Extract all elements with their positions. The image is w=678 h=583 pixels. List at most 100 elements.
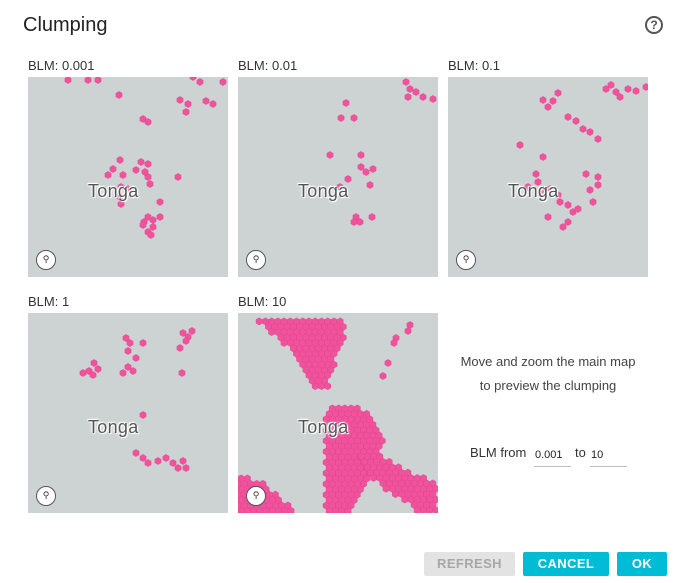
- planning-unit-hex: [268, 328, 275, 337]
- planning-unit-hex: [544, 213, 552, 221]
- planning-unit-hex: [594, 135, 602, 143]
- planning-unit-hex: [544, 103, 552, 111]
- planning-unit-hex: [368, 213, 376, 221]
- planning-unit-hex: [156, 198, 164, 206]
- planning-unit-hex: [79, 369, 87, 377]
- planning-unit-hex: [534, 178, 542, 186]
- planning-unit-hex: [182, 337, 190, 345]
- planning-unit-hex: [582, 170, 590, 178]
- planning-unit-hex: [311, 382, 319, 391]
- planning-unit-hex: [404, 327, 412, 335]
- planning-unit-hex: [154, 457, 162, 465]
- planning-unit-hex: [549, 97, 557, 105]
- planning-unit-hex: [554, 191, 562, 199]
- planning-unit-hex: [139, 115, 147, 123]
- planning-unit-hex: [579, 125, 587, 133]
- planning-unit-hex: [564, 218, 572, 226]
- planning-unit-hex: [524, 183, 532, 191]
- planning-unit-hex: [404, 93, 412, 101]
- blm-to-label: to: [575, 445, 586, 460]
- planning-unit-hex: [556, 198, 564, 206]
- planning-unit-hex: [539, 153, 547, 161]
- planning-units-layer: [79, 327, 196, 472]
- map-attribution-icon[interactable]: ⚲: [456, 250, 476, 270]
- planning-unit-hex: [179, 329, 187, 337]
- planning-unit-hex: [89, 371, 97, 379]
- map-attribution-icon[interactable]: ⚲: [246, 250, 266, 270]
- planning-unit-hex: [144, 118, 152, 126]
- planning-unit-hex: [124, 347, 132, 355]
- planning-unit-hex: [326, 151, 334, 159]
- planning-unit-hex: [350, 218, 358, 226]
- preview-map-blm-0-001[interactable]: Tonga ⚲: [28, 77, 228, 277]
- planning-unit-hex: [196, 78, 204, 86]
- planning-unit-hex: [117, 183, 125, 191]
- planning-unit-hex: [139, 339, 147, 347]
- planning-unit-hex: [324, 382, 332, 391]
- planning-unit-hex: [406, 85, 414, 93]
- planning-unit-hex: [429, 95, 437, 103]
- planning-units-layer: [64, 77, 227, 239]
- planning-unit-hex: [132, 449, 140, 457]
- planning-unit-hex: [624, 85, 632, 93]
- planning-unit-hex: [119, 369, 127, 377]
- planning-unit-hex: [616, 93, 624, 101]
- cancel-button[interactable]: CANCEL: [523, 552, 609, 576]
- planning-unit-hex: [146, 180, 154, 188]
- planning-unit-hex: [122, 334, 130, 342]
- planning-unit-hex: [401, 495, 409, 504]
- planning-unit-hex: [132, 166, 140, 174]
- planning-unit-hex: [589, 198, 597, 206]
- planning-unit-hex: [344, 507, 352, 513]
- blm-from-label: BLM from: [470, 445, 527, 460]
- planning-unit-hex: [64, 77, 72, 84]
- ok-button[interactable]: OK: [617, 552, 667, 576]
- planning-unit-hex: [179, 457, 187, 465]
- planning-unit-hex: [182, 108, 190, 116]
- help-icon[interactable]: ?: [645, 16, 663, 34]
- preview-map-blm-10[interactable]: Tonga ⚲: [238, 313, 438, 513]
- planning-unit-hex: [642, 83, 648, 91]
- planning-unit-hex: [402, 78, 410, 86]
- preview-map-blm-0-1[interactable]: Tonga ⚲: [448, 77, 648, 277]
- planning-unit-hex: [337, 114, 345, 122]
- planning-unit-hex: [119, 171, 127, 179]
- planning-unit-hex: [318, 382, 325, 391]
- planning-unit-hex: [137, 158, 145, 166]
- planning-unit-hex: [362, 168, 370, 176]
- planning-unit-hex: [370, 474, 377, 482]
- map-attribution-icon[interactable]: ⚲: [36, 486, 56, 506]
- map-place-label: Tonga: [88, 417, 139, 437]
- planning-unit-hex: [532, 170, 540, 178]
- preview-label-blm-0-1: BLM: 0.1: [448, 58, 501, 73]
- preview-instructions: Move and zoom the main map to preview th…: [448, 350, 648, 398]
- preview-map-blm-0-01[interactable]: Tonga ⚲: [238, 77, 438, 277]
- preview-map-blm-1[interactable]: Tonga ⚲: [28, 313, 228, 513]
- planning-unit-hex: [176, 96, 184, 104]
- map-attribution-icon[interactable]: ⚲: [36, 250, 56, 270]
- planning-unit-hex: [344, 175, 352, 183]
- planning-unit-hex: [184, 100, 192, 108]
- planning-unit-hex: [574, 205, 582, 213]
- preview-label-blm-1: BLM: 1: [28, 294, 70, 309]
- refresh-button[interactable]: REFRESH: [424, 552, 515, 576]
- planning-unit-hex: [116, 156, 124, 164]
- planning-unit-hex: [369, 165, 377, 173]
- planning-unit-hex: [178, 369, 186, 377]
- map-place-label: Tonga: [298, 417, 349, 437]
- preview-label-blm-0-001: BLM: 0.001: [28, 58, 95, 73]
- map-attribution-icon[interactable]: ⚲: [246, 486, 266, 506]
- dialog-title: Clumping: [23, 14, 108, 36]
- planning-unit-hex: [539, 186, 547, 194]
- planning-unit-hex: [390, 339, 398, 347]
- planning-unit-hex: [116, 193, 124, 201]
- planning-unit-hex: [126, 339, 134, 347]
- blm-to-input[interactable]: [590, 440, 627, 467]
- planning-unit-hex: [117, 200, 125, 208]
- blm-from-input[interactable]: [534, 440, 571, 467]
- planning-unit-hex: [342, 99, 350, 107]
- planning-unit-hex: [149, 223, 157, 231]
- planning-unit-hex: [516, 141, 524, 149]
- planning-unit-hex: [219, 78, 227, 86]
- planning-unit-hex: [280, 339, 288, 347]
